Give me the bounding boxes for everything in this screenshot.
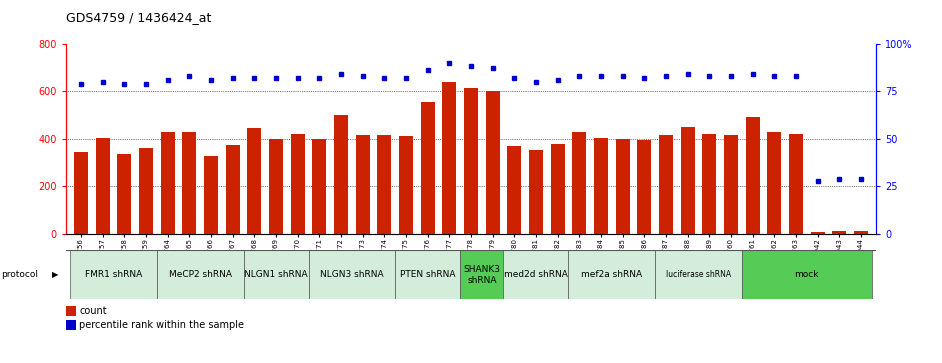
Bar (853, 231, 868, 234)
Bar (291, 134, 305, 234)
Bar (204, 155, 219, 234)
Bar (615, 139, 629, 234)
Bar (655, 250, 741, 299)
Bar (399, 136, 413, 234)
Text: SHANK3
shRNA: SHANK3 shRNA (463, 265, 500, 285)
Bar (96, 138, 110, 234)
Bar (832, 231, 846, 234)
Text: PTEN shRNA: PTEN shRNA (400, 270, 455, 280)
Bar (183, 132, 197, 234)
Bar (658, 135, 673, 234)
Bar (741, 250, 871, 299)
Bar (637, 140, 651, 234)
Bar (226, 145, 240, 234)
Bar (71, 250, 157, 299)
Bar (74, 152, 89, 234)
Bar (157, 250, 244, 299)
Bar (680, 127, 694, 234)
Bar (161, 132, 175, 234)
Text: protocol: protocol (1, 270, 38, 280)
Text: percentile rank within the sample: percentile rank within the sample (79, 320, 244, 330)
Bar (464, 87, 478, 234)
Bar (788, 134, 803, 234)
Text: mock: mock (794, 270, 819, 280)
Bar (139, 148, 154, 234)
Text: count: count (79, 306, 106, 316)
Bar (461, 250, 503, 299)
Bar (529, 150, 543, 234)
Bar (313, 139, 327, 234)
Bar (118, 154, 132, 234)
Bar (378, 135, 391, 234)
Bar (745, 117, 759, 234)
Bar (593, 138, 608, 234)
Text: GDS4759 / 1436424_at: GDS4759 / 1436424_at (66, 11, 211, 24)
Bar (486, 91, 499, 234)
Bar (269, 139, 284, 234)
Bar (702, 134, 716, 234)
Bar (309, 250, 396, 299)
Bar (508, 146, 521, 234)
Bar (723, 135, 738, 234)
Text: FMR1 shRNA: FMR1 shRNA (85, 270, 142, 280)
Bar (572, 132, 586, 234)
Text: MeCP2 shRNA: MeCP2 shRNA (169, 270, 232, 280)
Bar (810, 232, 824, 234)
Bar (767, 132, 781, 234)
Bar (244, 250, 309, 299)
Bar (503, 250, 568, 299)
Text: luciferase shRNA: luciferase shRNA (666, 270, 731, 280)
Text: med2d shRNA: med2d shRNA (504, 270, 568, 280)
Text: mef2a shRNA: mef2a shRNA (581, 270, 642, 280)
Text: NLGN3 shRNA: NLGN3 shRNA (320, 270, 383, 280)
Bar (443, 82, 456, 234)
Bar (396, 250, 461, 299)
Bar (248, 128, 262, 234)
Bar (568, 250, 655, 299)
Text: ▶: ▶ (52, 270, 58, 280)
Bar (421, 102, 434, 234)
Bar (356, 135, 369, 234)
Text: NLGN1 shRNA: NLGN1 shRNA (244, 270, 308, 280)
Bar (334, 115, 349, 234)
Bar (551, 144, 564, 234)
